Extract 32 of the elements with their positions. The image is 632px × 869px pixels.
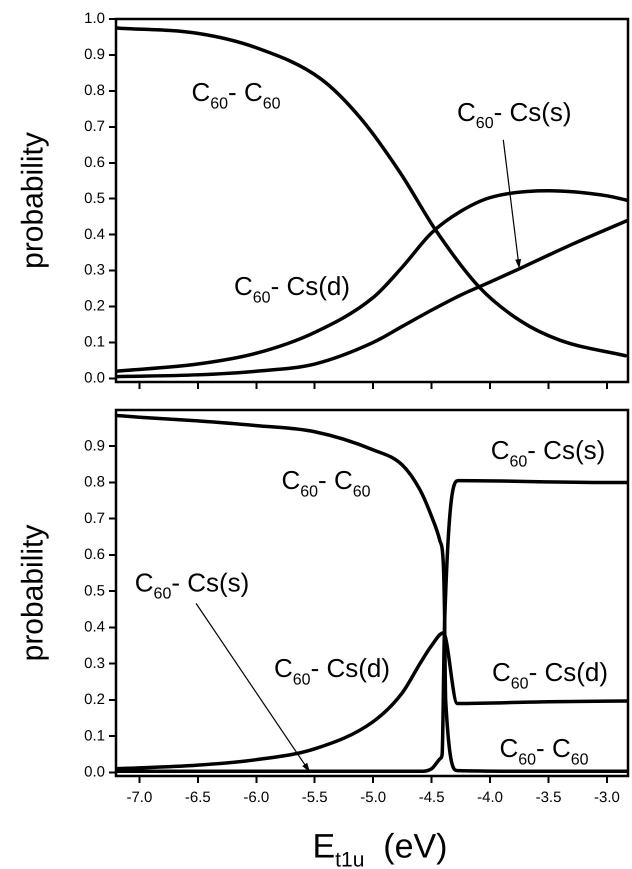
y-tick-label: 0.6 <box>84 154 105 171</box>
y-tick-label: 0.0 <box>84 764 105 781</box>
y-tick-label: 0.4 <box>84 618 105 636</box>
y-tick-label: 0.3 <box>84 262 105 279</box>
x-tick-label: -7.0 <box>126 789 152 806</box>
y-tick-label: 0.9 <box>84 437 105 454</box>
y-tick-label: 0.5 <box>84 190 105 207</box>
y-tick-label: 0.5 <box>84 582 105 600</box>
y-axis-title: probability <box>16 132 50 269</box>
y-tick-label: 0.7 <box>84 118 105 135</box>
y-tick-label: 0.0 <box>84 370 105 387</box>
y-tick-label: 0.2 <box>84 691 105 708</box>
x-tick-label: -6.0 <box>243 789 270 806</box>
y-tick-label: 0.7 <box>84 510 105 527</box>
x-tick-label: -3.0 <box>594 789 620 806</box>
y-tick-label: 0.2 <box>84 298 105 315</box>
y-tick-label: 0.1 <box>84 727 105 744</box>
y-tick-label: 0.1 <box>84 334 105 351</box>
y-tick-label: 0.6 <box>84 546 105 564</box>
y-tick-label: 0.4 <box>84 226 105 243</box>
x-tick-label: -5.5 <box>302 789 328 806</box>
x-tick-label: -5.0 <box>360 789 386 806</box>
x-tick-label: -4.0 <box>477 789 503 806</box>
x-tick-label: -6.5 <box>184 789 211 806</box>
y-tick-label: 0.8 <box>84 474 105 491</box>
y-tick-label: 0.8 <box>84 82 105 100</box>
y-axis-title: probability <box>16 524 50 662</box>
y-tick-label: 1.0 <box>84 10 105 28</box>
y-tick-label: 0.9 <box>84 46 105 64</box>
x-tick-label: -3.5 <box>536 789 562 806</box>
y-tick-label: 0.3 <box>84 654 105 672</box>
x-tick-label: -4.5 <box>418 789 445 806</box>
